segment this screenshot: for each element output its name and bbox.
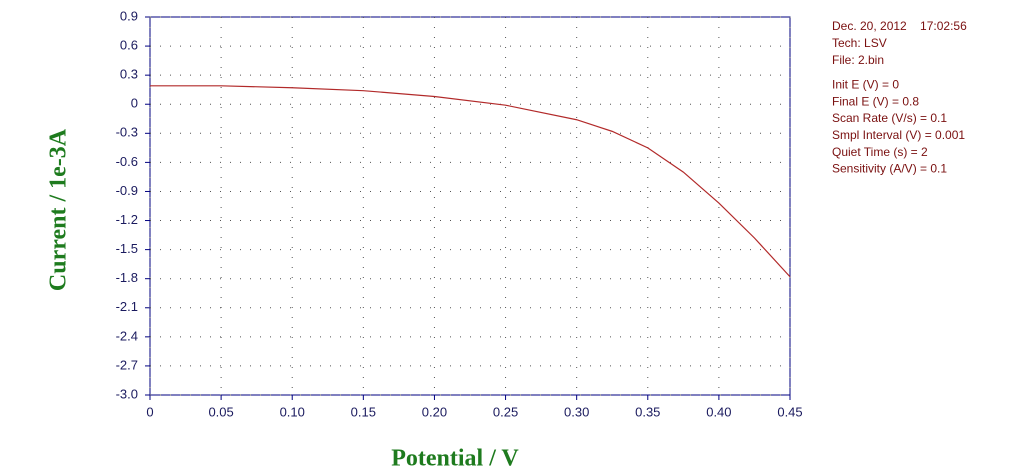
y-tick-label: -0.6 <box>116 154 138 169</box>
y-tick-label: -0.3 <box>116 125 138 140</box>
x-tick-label: 0.05 <box>208 404 233 419</box>
info-text: Quiet Time (s) = 2 <box>832 145 928 159</box>
data-line <box>150 85 791 278</box>
info-text: Smpl Interval (V) = 0.001 <box>832 128 965 142</box>
plot-frame <box>149 16 791 396</box>
x-tick-label: 0.40 <box>706 404 731 419</box>
x-tick-label: 0.35 <box>635 404 660 419</box>
y-tick-label: 0.6 <box>120 38 138 53</box>
x-tick-label: 0.10 <box>280 404 305 419</box>
y-tick-label: -2.7 <box>116 357 138 372</box>
y-tick-label: -3.0 <box>116 386 138 401</box>
x-tick-label: 0.45 <box>777 404 802 419</box>
y-tick-label: -1.8 <box>116 270 138 285</box>
info-text: Dec. 20, 2012 17:02:56 <box>832 19 967 33</box>
info-text: Sensitivity (A/V) = 0.1 <box>832 162 947 176</box>
info-text: Scan Rate (V/s) = 0.1 <box>832 111 947 125</box>
x-tick-label: 0.30 <box>564 404 589 419</box>
y-tick-label: 0.3 <box>120 67 138 82</box>
x-tick-label: 0.15 <box>351 404 376 419</box>
x-tick-label: 0 <box>146 404 153 419</box>
x-tick-label: 0.20 <box>422 404 447 419</box>
y-tick-label: -1.5 <box>116 241 138 256</box>
x-axis-label: Potential / V <box>391 446 519 472</box>
info-text: Tech: LSV <box>832 36 887 50</box>
y-tick-label: 0.9 <box>120 8 138 23</box>
y-tick-label: -0.9 <box>116 183 138 198</box>
y-tick-label: -2.4 <box>116 328 138 343</box>
y-tick-label: -2.1 <box>116 299 138 314</box>
info-text: Final E (V) = 0.8 <box>832 94 919 108</box>
y-tick-label: 0 <box>131 96 138 111</box>
info-text: Init E (V) = 0 <box>832 78 899 92</box>
y-tick-label: -1.2 <box>116 212 138 227</box>
x-tick-label: 0.25 <box>493 404 518 419</box>
info-text: File: 2.bin <box>832 53 884 67</box>
y-axis-label: Current / 1e-3A <box>46 128 72 291</box>
